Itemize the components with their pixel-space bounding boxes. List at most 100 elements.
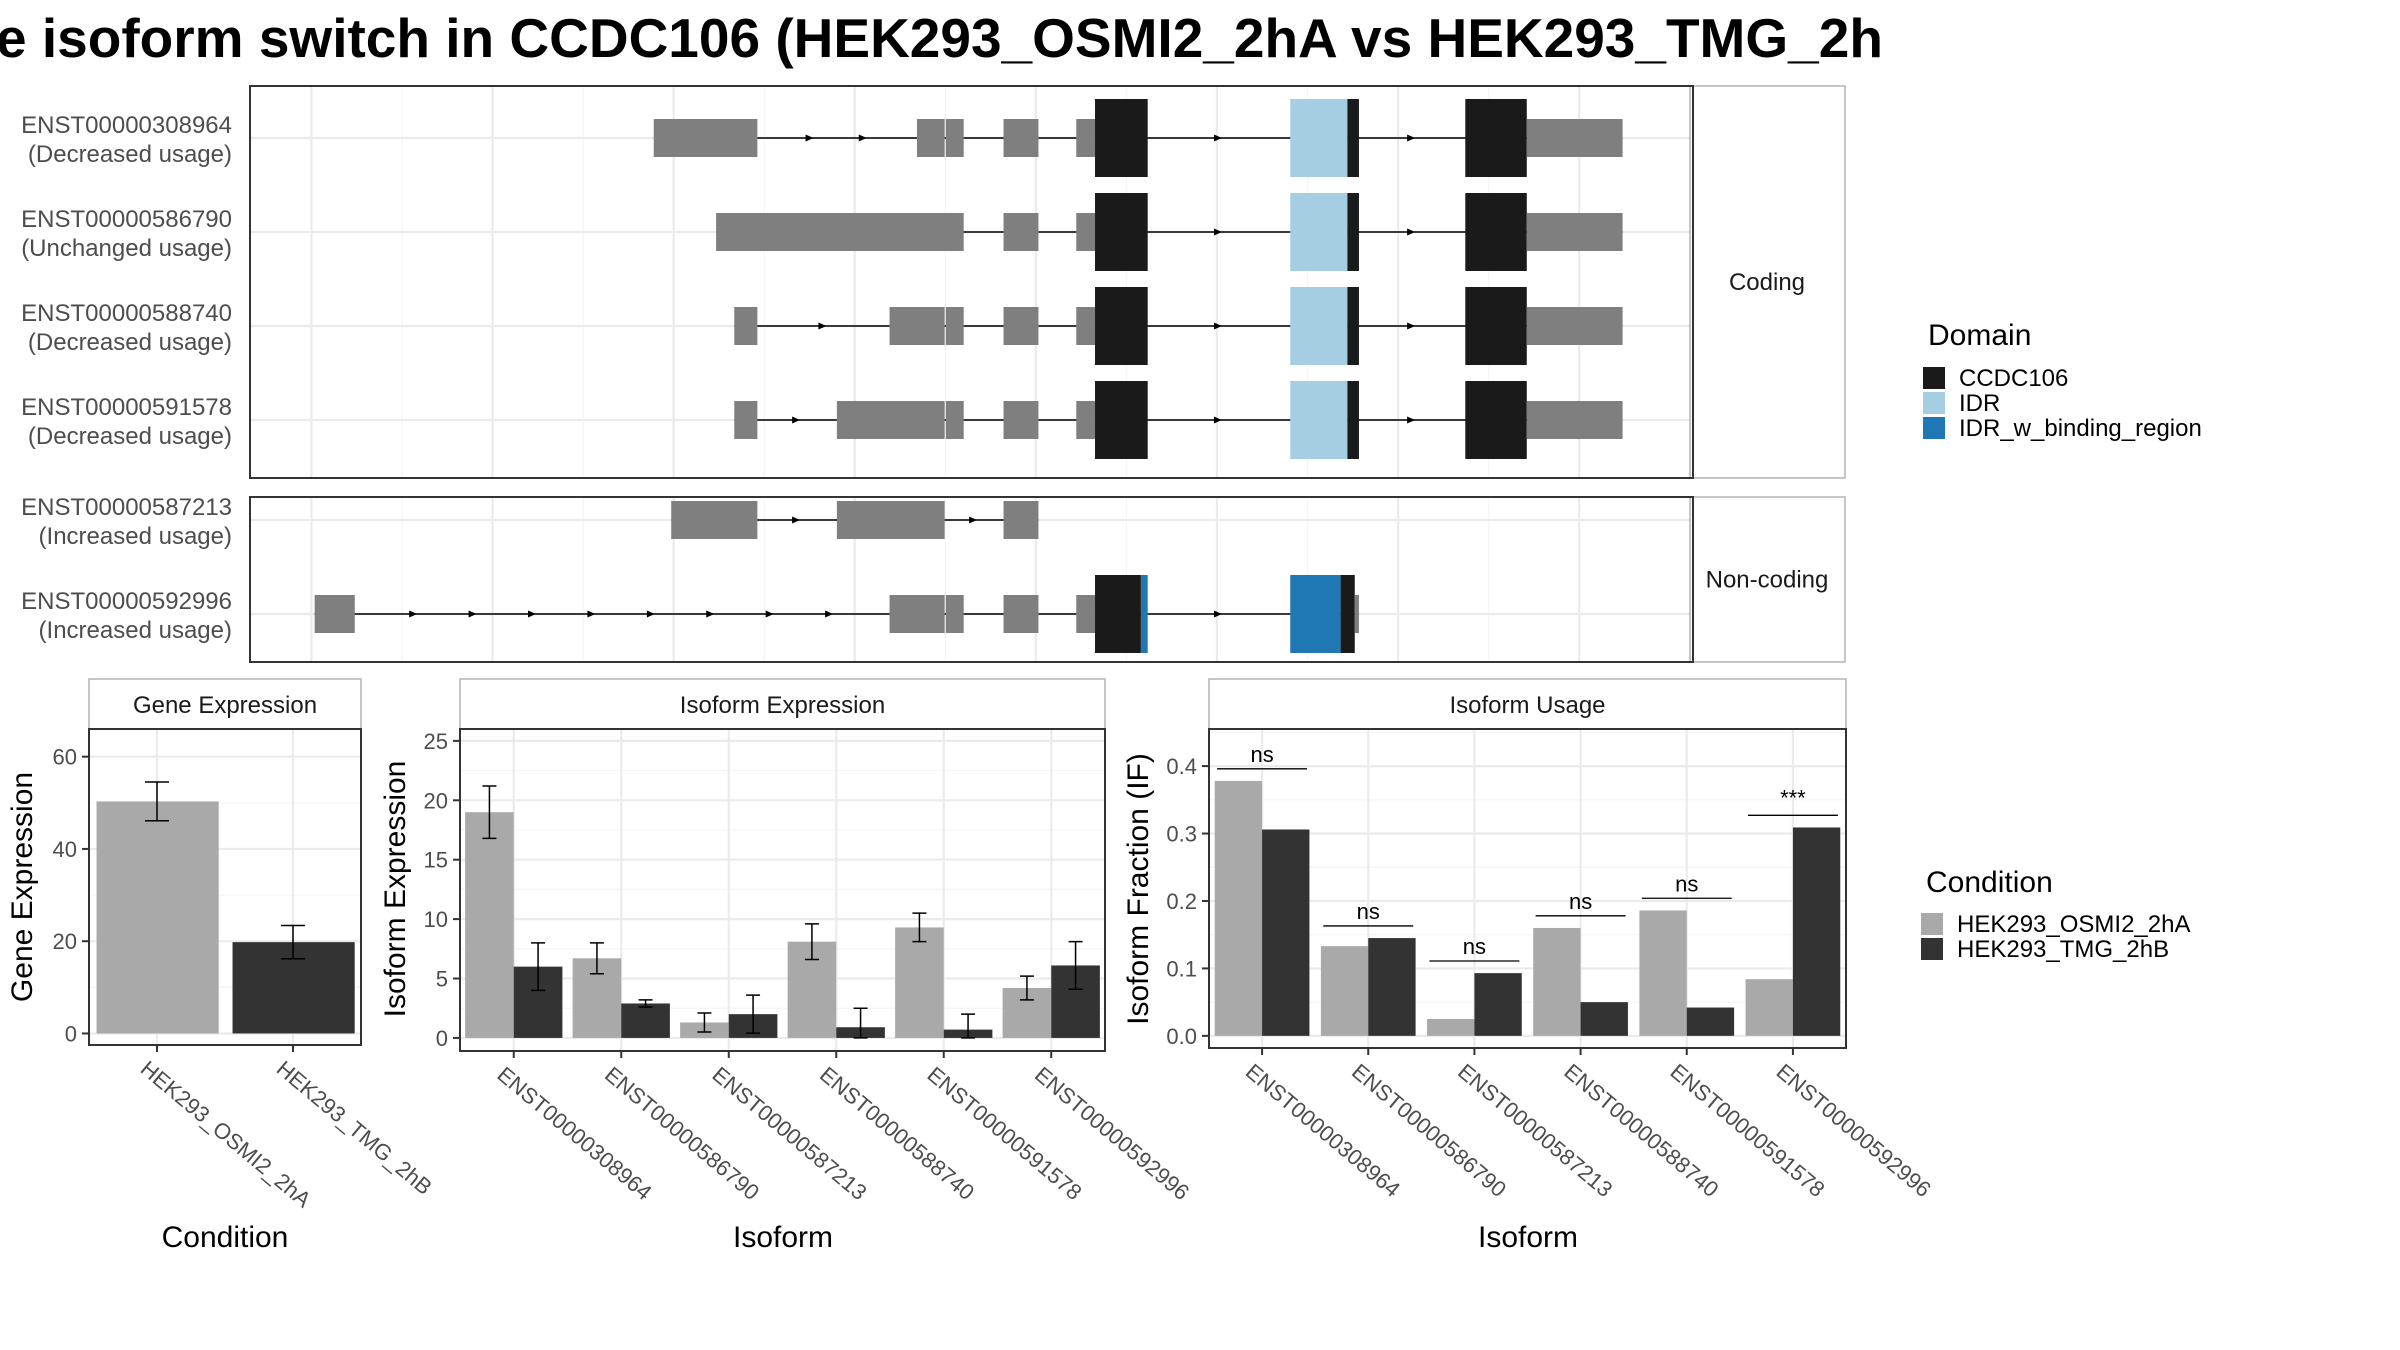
domain-legend-title: Domain	[1928, 319, 2031, 352]
intron-direction-arrow	[969, 516, 978, 524]
intron-direction-arrow	[409, 610, 418, 618]
transcript-usage-label: (Decreased usage)	[28, 141, 232, 168]
panel-background	[250, 497, 1693, 662]
y-tick-label: 20	[424, 788, 448, 813]
condition-legend-title: Condition	[1926, 866, 2053, 899]
transcript-id-label: ENST00000586790	[21, 206, 232, 233]
domain-ccdc106	[1347, 99, 1359, 177]
transcript-usage-label: (Unchanged usage)	[21, 235, 232, 262]
error-bar	[145, 781, 169, 822]
exon-noncoding	[1076, 119, 1096, 157]
panel-strip	[88, 678, 362, 730]
facet-strip	[1689, 496, 1846, 663]
domain-ccdc106	[1095, 287, 1148, 365]
domain-ccdc106	[1465, 99, 1527, 177]
intron-direction-arrow	[1213, 322, 1222, 330]
panel-isoform-expression: 0510152025ENST00000308964ENST00000586790…	[379, 678, 1194, 1254]
panel-strip-title: Gene Expression	[133, 692, 317, 719]
transcript-id-label: ENST00000591578	[21, 394, 232, 421]
exon-noncoding	[889, 307, 945, 345]
bar-hek293-osmi2-2ha	[96, 801, 219, 1034]
y-tick-label: 0.4	[1166, 754, 1197, 779]
intron-direction-arrow	[1213, 228, 1222, 236]
intron-direction-arrow	[792, 516, 801, 524]
intron-direction-arrow	[818, 322, 827, 330]
bar-hek293-tmg-2hb-enst00000591578	[1686, 1007, 1735, 1036]
exon-noncoding	[1076, 401, 1096, 439]
bar-hek293-osmi2-2ha-enst00000588740	[1533, 927, 1581, 1036]
y-tick-label: 5	[436, 967, 448, 992]
error-bar	[804, 923, 819, 961]
exon-noncoding	[1526, 401, 1623, 439]
exon-noncoding	[716, 213, 964, 251]
bar-hek293-tmg-2hb-enst00000588740	[1580, 1002, 1628, 1036]
legend-key-hek293-osmi2-2ha	[1921, 913, 1943, 935]
panel-border	[1208, 728, 1847, 1049]
intron-direction-arrow	[805, 134, 814, 142]
facet-strip	[1689, 85, 1846, 479]
y-tick-label: 25	[424, 729, 448, 754]
error-bar	[281, 924, 305, 960]
legend-label: HEK293_OSMI2_2hA	[1957, 911, 2190, 938]
exon-noncoding	[734, 307, 758, 345]
significance-label: ns	[1675, 871, 1698, 896]
exon-noncoding	[1526, 213, 1623, 251]
transcript-usage-label: (Increased usage)	[39, 617, 232, 644]
panel-border	[249, 85, 1694, 479]
facet-strip-label: Coding	[1729, 269, 1805, 296]
intron-direction-arrow	[1213, 134, 1222, 142]
facet-non-coding: Non-coding ENST00000587213(Increased usag…	[21, 494, 1846, 663]
legend-label: IDR	[1959, 390, 2000, 417]
bar-hek293-osmi2-2ha-enst00000308964	[1214, 780, 1263, 1036]
x-axis-title: Condition	[162, 1221, 289, 1254]
legend-label: IDR_w_binding_region	[1959, 415, 2202, 442]
exon-noncoding	[1003, 307, 1039, 345]
significance-label: ns	[1569, 889, 1592, 914]
transcript-structure-panels: Coding ENST00000308964(Decreased usage) EN…	[21, 85, 1846, 663]
bar-hek293-tmg-2hb-enst00000586790	[1368, 938, 1416, 1036]
bar-hek293-tmg-2hb-enst00000308964	[1262, 829, 1310, 1036]
y-tick-label: 0.1	[1166, 956, 1197, 981]
error-bar	[961, 1013, 976, 1039]
facet-strip-label: Non-coding	[1706, 567, 1829, 594]
y-tick-label: 0.3	[1166, 822, 1197, 847]
legend-key-hek293-tmg-2hb	[1921, 938, 1943, 960]
exon-noncoding	[836, 501, 945, 539]
y-tick-label: 15	[424, 848, 448, 873]
bar-hek293-osmi2-2ha-enst00000586790	[1320, 946, 1369, 1036]
y-tick-label: 0	[436, 1026, 448, 1051]
error-bar	[531, 942, 546, 992]
domain-idr-w-binding-region	[1290, 575, 1341, 653]
transcript-enst00000308964: ENST00000308964(Decreased usage)	[21, 99, 1623, 177]
intron-direction-arrow	[706, 610, 715, 618]
error-bar	[1019, 975, 1034, 1001]
intron-direction-arrow	[468, 610, 477, 618]
bar-hek293-osmi2-2ha-enst00000587213	[1427, 1019, 1475, 1036]
panel-gene-expression: 0204060HEK293_OSMI2_2hAHEK293_TMG_2hBGen…	[6, 678, 437, 1254]
intron-direction-arrow	[1407, 322, 1416, 330]
panel-strip-title: Isoform Usage	[1449, 692, 1605, 719]
bar-chart-panels: 0204060HEK293_OSMI2_2hAHEK293_TMG_2hBGen…	[6, 678, 1936, 1254]
legend-label: HEK293_TMG_2hB	[1957, 936, 2169, 963]
legend-key-ccdc106	[1923, 367, 1945, 389]
transcript-enst00000586790: ENST00000586790(Unchanged usage)	[21, 193, 1623, 271]
transcript-usage-label: (Increased usage)	[39, 523, 232, 550]
panel-isoform-usage: 0.00.10.20.30.4 nsnsnsnsns***ENST00000308…	[1122, 678, 1936, 1254]
domain-ccdc106	[1095, 193, 1148, 271]
transcript-enst00000591578: ENST00000591578(Decreased usage)	[21, 381, 1623, 459]
panel-strip-title: Isoform Expression	[680, 692, 885, 719]
panel-background	[1209, 729, 1846, 1048]
legend-label: CCDC106	[1959, 365, 2068, 392]
intron-direction-arrow	[528, 610, 537, 618]
domain-ccdc106	[1347, 193, 1359, 271]
intron-direction-arrow	[825, 610, 834, 618]
transcript-enst00000587213: ENST00000587213(Increased usage)	[21, 494, 1039, 550]
exon-noncoding	[1076, 307, 1096, 345]
exon-noncoding	[945, 401, 964, 439]
x-axis-title: Isoform	[733, 1221, 833, 1254]
exon-noncoding	[1076, 595, 1096, 633]
panel-border	[249, 496, 1694, 663]
panel-strip	[459, 678, 1106, 730]
